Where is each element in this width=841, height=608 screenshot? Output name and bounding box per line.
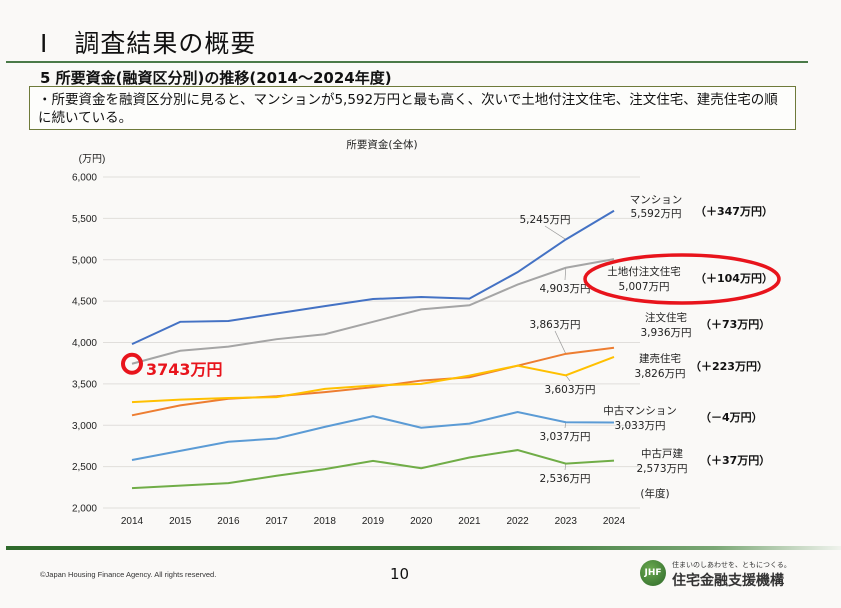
leader-line: [565, 375, 571, 382]
series-end-label: 注文住宅: [645, 311, 687, 324]
summary-text: ・所要資金を融資区分別に見ると、マンションが5,592万円と最も高く、次いで土地…: [38, 92, 778, 126]
logo-tagline: 住まいのしあわせを、ともにつくる。: [672, 561, 791, 569]
summary-box: ・所要資金を融資区分別に見ると、マンションが5,592万円と最も高く、次いで土地…: [29, 86, 796, 130]
series-end-label: 建売住宅: [639, 352, 681, 365]
y-tick-label: 5,000: [72, 255, 97, 266]
series-delta: （＋223万円）: [690, 360, 768, 373]
title-divider: [6, 61, 808, 63]
jhf-logo: JHF 住まいのしあわせを、ともにつくる。 住宅金融支援機構: [640, 560, 800, 590]
section-title: 5 所要資金(融資区分別)の推移(2014～2024年度): [40, 69, 392, 87]
x-tick-label: 2024: [603, 516, 626, 527]
leader-line: [564, 267, 567, 281]
series-end-value: 3,936万円: [640, 327, 691, 339]
y-tick-label: 3,000: [72, 421, 97, 432]
series-end-label: マンション: [630, 194, 683, 206]
series-end-label: 中古戸建: [641, 447, 683, 460]
x-tick-label: 2016: [217, 516, 240, 527]
series-line: [131, 258, 615, 365]
x-tick-label: 2014: [121, 516, 144, 527]
y-tick-label: 5,500: [72, 214, 97, 225]
series-end-label: 土地付注文住宅: [607, 265, 681, 278]
series-delta: （＋104万円）: [695, 272, 773, 285]
series-delta: （－4万円）: [700, 411, 763, 424]
y-tick-label: 2,500: [72, 462, 97, 473]
series-end-value: 5,007万円: [618, 281, 669, 293]
page-title: Ⅰ 調査結果の概要: [40, 29, 257, 58]
leader-line: [564, 463, 567, 471]
series-delta: （＋347万円）: [695, 205, 773, 218]
series-line: [131, 346, 615, 417]
line-chart: 所要資金(全体) (万円) (年度) 2,000 2,500 3,000 3,500 4…: [72, 138, 781, 527]
prev-year-label: 4,903万円: [539, 283, 590, 295]
leader-line: [554, 330, 567, 354]
prev-year-label: 2,536万円: [539, 473, 590, 485]
copyright-text: ©Japan Housing Finance Agency. All right…: [40, 570, 217, 579]
prev-year-label: 5,245万円: [519, 214, 570, 226]
x-tick-label: 2015: [169, 516, 192, 527]
highlight-ellipse: [583, 253, 781, 305]
x-tick-label: 2021: [458, 516, 481, 527]
house-logo-icon: JHF: [640, 560, 666, 586]
highlight-value-label: 3743万円: [146, 360, 223, 379]
leader-line: [544, 225, 566, 240]
x-tick-label: 2019: [362, 516, 385, 527]
prev-year-label: 3,037万円: [539, 431, 590, 443]
prev-year-label: 3,863万円: [529, 319, 580, 331]
y-tick-label: 4,000: [72, 338, 97, 349]
series-end-label: 中古マンション: [603, 404, 677, 417]
series-end-value: 2,573万円: [636, 463, 687, 475]
series-end-value: 3,033万円: [614, 420, 665, 432]
x-tick-label: 2022: [506, 516, 529, 527]
x-tick-label: 2023: [555, 516, 578, 527]
chart-title: 所要資金(全体): [346, 138, 417, 151]
series-end-value: 3,826万円: [634, 368, 685, 380]
x-tick-label: 2018: [314, 516, 337, 527]
prev-year-label: 3,603万円: [544, 384, 595, 396]
x-axis-unit: (年度): [640, 487, 669, 500]
footer-divider: [6, 546, 841, 550]
series-end-value: 5,592万円: [630, 208, 681, 220]
series-delta: （＋37万円）: [700, 454, 770, 467]
highlight-circle: [121, 352, 143, 375]
series-delta: （＋73万円）: [700, 318, 770, 331]
y-tick-label: 4,500: [72, 297, 97, 308]
y-axis-unit: (万円): [79, 154, 106, 165]
y-tick-label: 3,500: [72, 379, 97, 390]
logo-name: 住宅金融支援機構: [672, 573, 784, 589]
page-number: 10: [390, 565, 410, 583]
y-tick-label: 2,000: [72, 504, 97, 515]
x-tick-label: 2020: [410, 516, 433, 527]
y-tick-label: 6,000: [72, 173, 97, 184]
x-tick-label: 2017: [265, 516, 288, 527]
